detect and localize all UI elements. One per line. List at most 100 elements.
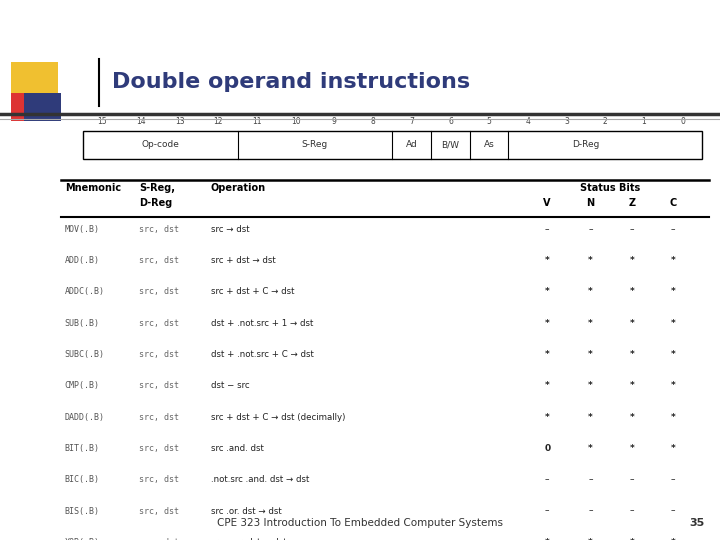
Text: src, dst: src, dst [139,507,179,516]
Text: –: – [630,475,634,484]
Text: V: V [544,198,551,208]
Text: src .and. dst: src .and. dst [211,444,264,453]
Text: –: – [671,475,675,484]
Text: *: * [630,319,634,328]
Text: *: * [630,287,634,296]
Text: C: C [670,198,677,208]
Text: As: As [484,140,495,149]
Text: src, dst: src, dst [139,287,179,296]
Text: S-Reg: S-Reg [302,140,328,149]
Text: src + dst + C → dst: src + dst + C → dst [211,287,294,296]
Text: src + dst + C → dst (decimally): src + dst + C → dst (decimally) [211,413,346,422]
Text: *: * [630,538,634,540]
Text: *: * [545,413,549,422]
Text: 10: 10 [291,117,300,126]
Text: ADD(.B): ADD(.B) [65,256,100,265]
Text: *: * [671,381,675,390]
Text: –: – [671,225,675,234]
Text: Operation: Operation [211,183,266,193]
Text: 7: 7 [409,117,414,126]
Text: dst + .not.src + 1 → dst: dst + .not.src + 1 → dst [211,319,313,328]
Text: *: * [588,413,593,422]
Text: *: * [671,256,675,265]
Text: *: * [630,350,634,359]
Text: *: * [630,413,634,422]
Text: *: * [671,287,675,296]
Text: –: – [630,225,634,234]
Text: 0: 0 [544,444,550,453]
Text: src, dst: src, dst [139,350,179,359]
Text: Op-code: Op-code [141,140,179,149]
Text: *: * [671,413,675,422]
Text: *: * [588,287,593,296]
Text: dst + .not.src + C → dst: dst + .not.src + C → dst [211,350,314,359]
Text: src, dst: src, dst [139,538,179,540]
Text: –: – [588,475,593,484]
Text: *: * [545,256,549,265]
Text: *: * [545,287,549,296]
Text: src, dst: src, dst [139,475,179,484]
Text: 9: 9 [332,117,337,126]
Text: src, dst: src, dst [139,319,179,328]
Text: –: – [671,507,675,516]
Text: *: * [630,256,634,265]
Text: 2: 2 [603,117,608,126]
Text: 12: 12 [214,117,223,126]
Text: *: * [671,319,675,328]
Text: *: * [588,350,593,359]
Text: Mnemonic: Mnemonic [65,183,121,193]
Text: SUB(.B): SUB(.B) [65,319,100,328]
Text: *: * [671,444,675,453]
Text: BIC(.B): BIC(.B) [65,475,100,484]
Text: BIS(.B): BIS(.B) [65,507,100,516]
Text: *: * [545,350,549,359]
Text: *: * [630,444,634,453]
Text: 5: 5 [487,117,492,126]
Text: DADD(.B): DADD(.B) [65,413,105,422]
Text: –: – [545,225,549,234]
Text: *: * [588,319,593,328]
Text: 4: 4 [526,117,531,126]
Text: *: * [588,538,593,540]
Text: CPE 323 Introduction To Embedded Computer Systems: CPE 323 Introduction To Embedded Compute… [217,518,503,528]
Text: src, dst: src, dst [139,381,179,390]
Text: 15: 15 [97,117,107,126]
Text: –: – [545,507,549,516]
Text: SUBC(.B): SUBC(.B) [65,350,105,359]
Text: Ad: Ad [406,140,418,149]
Text: *: * [671,350,675,359]
Text: –: – [588,225,593,234]
Text: *: * [545,381,549,390]
Text: D-Reg: D-Reg [139,198,172,208]
Text: src, dst: src, dst [139,256,179,265]
Text: 35: 35 [689,518,704,528]
Text: B/W: B/W [441,140,459,149]
Text: Double operand instructions: Double operand instructions [112,71,469,92]
Text: –: – [545,475,549,484]
Text: 0: 0 [680,117,685,126]
Text: 3: 3 [564,117,569,126]
Text: 8: 8 [371,117,375,126]
Text: src, dst: src, dst [139,225,179,234]
Text: *: * [588,444,593,453]
Text: src, dst: src, dst [139,413,179,422]
Text: ADDC(.B): ADDC(.B) [65,287,105,296]
Text: src .or. dst → dst: src .or. dst → dst [211,507,282,516]
Text: D-Reg: D-Reg [572,140,600,149]
Text: MOV(.B): MOV(.B) [65,225,100,234]
Text: *: * [588,381,593,390]
Text: src, dst: src, dst [139,444,179,453]
Text: 14: 14 [136,117,145,126]
Text: CMP(.B): CMP(.B) [65,381,100,390]
Text: 13: 13 [175,117,184,126]
Text: XOR(.B): XOR(.B) [65,538,100,540]
Text: *: * [545,319,549,328]
Text: –: – [588,507,593,516]
Text: *: * [588,256,593,265]
Text: Status Bits: Status Bits [580,183,640,193]
Text: S-Reg,: S-Reg, [139,183,175,193]
Text: 1: 1 [642,117,647,126]
Text: Z: Z [629,198,636,208]
Text: *: * [630,381,634,390]
Text: N: N [586,198,595,208]
